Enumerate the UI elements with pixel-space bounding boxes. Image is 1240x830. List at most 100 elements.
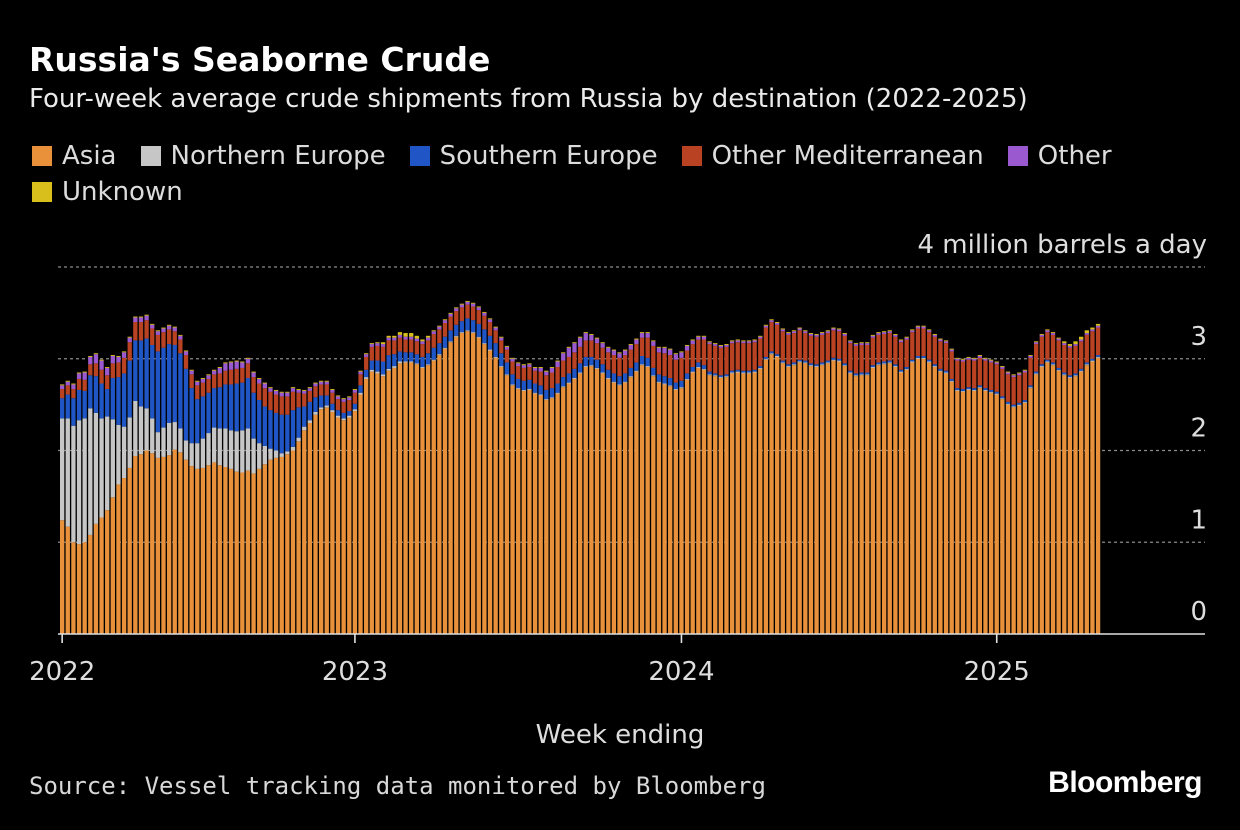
bar-segment-other-mediterranean [1011, 377, 1016, 405]
bar-segment-other-mediterranean [932, 336, 937, 365]
bar-segment-southern-europe [375, 360, 380, 372]
bar-segment-unknown [459, 303, 465, 305]
bar-segment-other-mediterranean [1079, 341, 1084, 369]
bar-segment-other-mediterranean [1073, 345, 1078, 374]
bar-segment-northern-europe [943, 372, 949, 374]
bar-segment-other-mediterranean [290, 391, 296, 411]
bar-segment-northern-europe [71, 425, 76, 543]
bar-segment-other [476, 307, 481, 311]
bar-segment-other-mediterranean [808, 335, 814, 364]
bar-segment-other [335, 396, 341, 400]
bar-segment-southern-europe [409, 352, 414, 362]
bar-segment-asia [437, 355, 442, 634]
bar-segment-other [729, 341, 735, 344]
bar-segment-other-mediterranean [364, 356, 369, 370]
bar-segment-asia [386, 370, 391, 634]
bar-segment-asia [797, 362, 802, 634]
bar-segment-asia [1017, 405, 1022, 634]
bar-segment-asia [1028, 388, 1033, 634]
bar-segment-northern-europe [741, 372, 746, 374]
bar-segment-southern-europe [1090, 358, 1095, 361]
bar-segment-southern-europe [189, 388, 194, 444]
y-tick-label: 4 million barrels a day [917, 230, 1207, 260]
bar-segment-asia [262, 464, 267, 634]
bar-segment-unknown [347, 396, 352, 398]
bar-segment-southern-europe [448, 330, 453, 342]
bar-segment-asia [1095, 357, 1101, 634]
bar-segment-southern-europe [713, 373, 718, 376]
bar-segment-northern-europe [532, 392, 538, 394]
bars [60, 300, 1101, 635]
bar-segment-southern-europe [527, 379, 532, 390]
bar-segment-other-mediterranean [510, 361, 515, 375]
bar-segment-other [397, 334, 403, 338]
bar-segment-other [859, 343, 864, 345]
bar-segment-other-mediterranean [820, 334, 825, 363]
bar-segment-asia [606, 378, 611, 634]
bar-segment-other-mediterranean [910, 332, 915, 360]
bar-segment-southern-europe [955, 388, 960, 390]
bar-segment-southern-europe [566, 373, 571, 383]
bar-segment-other-mediterranean [347, 400, 352, 412]
bar-segment-other-mediterranean [183, 355, 189, 369]
bar-segment-unknown [763, 324, 769, 326]
bar-segment-northern-europe [910, 361, 915, 363]
bar-segment-southern-europe [988, 389, 994, 392]
bar-segment-other-mediterranean [887, 333, 892, 361]
bar-segment-other [769, 320, 774, 323]
bar-segment-southern-europe [724, 374, 729, 377]
bar-segment-other [403, 336, 408, 340]
bar-segment-other [668, 349, 673, 356]
bar-segment-other-mediterranean [212, 374, 217, 389]
bar-segment-asia [313, 414, 318, 634]
bar-segment-northern-europe [848, 372, 853, 374]
bar-segment-other [701, 336, 707, 340]
bar-segment-other [825, 331, 830, 334]
bar-segment-unknown [414, 335, 419, 339]
bar-segment-unknown [150, 323, 155, 325]
bar-segment-southern-europe [144, 338, 149, 409]
bar-segment-southern-europe [442, 336, 448, 348]
bar-segment-asia [234, 471, 239, 634]
bar-segment-southern-europe [240, 382, 245, 431]
bar-segment-other [752, 340, 757, 343]
bar-segment-other-mediterranean [307, 390, 313, 402]
bar-segment-asia [707, 375, 712, 634]
bar-segment-southern-europe [797, 359, 802, 362]
bar-segment-unknown [983, 357, 988, 359]
bar-segment-other [803, 331, 808, 334]
bar-segment-unknown [380, 342, 386, 345]
bar-segment-southern-europe [1011, 404, 1016, 407]
bar-segment-asia [865, 375, 870, 634]
bar-segment-other [797, 328, 802, 331]
bar-segment-southern-europe [93, 376, 99, 413]
bar-segment-northern-europe [223, 428, 228, 468]
bar-segment-northern-europe [639, 364, 645, 366]
bar-segment-other-mediterranean [1033, 344, 1039, 372]
bar-segment-northern-europe [1073, 375, 1078, 377]
bar-segment-other-mediterranean [735, 342, 740, 370]
bar-segment-unknown [876, 332, 881, 334]
bar-segment-unknown [442, 319, 448, 321]
bar-segment-northern-europe [718, 377, 724, 379]
bar-segment-other-mediterranean [1090, 331, 1095, 359]
bar-segment-asia [240, 472, 245, 634]
bar-segment-other [684, 345, 690, 351]
bar-segment-northern-europe [662, 383, 667, 385]
bar-segment-asia [932, 367, 937, 634]
bar-segment-southern-europe [318, 395, 324, 408]
bar-segment-other [499, 337, 504, 341]
bar-segment-northern-europe [352, 409, 358, 412]
bar-segment-northern-europe [364, 377, 369, 379]
bar-segment-unknown [943, 340, 949, 342]
bar-segment-unknown [144, 314, 149, 316]
bar-segment-other-mediterranean [893, 336, 898, 365]
bar-segment-other-mediterranean [797, 330, 802, 360]
bar-segment-other [893, 334, 898, 337]
bar-segment-southern-europe [380, 361, 386, 375]
bar-segment-southern-europe [752, 369, 757, 372]
bar-segment-northern-europe [386, 368, 391, 371]
bar-segment-northern-europe [583, 366, 588, 368]
bar-segment-other-mediterranean [223, 370, 228, 385]
bar-segment-unknown [583, 332, 588, 334]
